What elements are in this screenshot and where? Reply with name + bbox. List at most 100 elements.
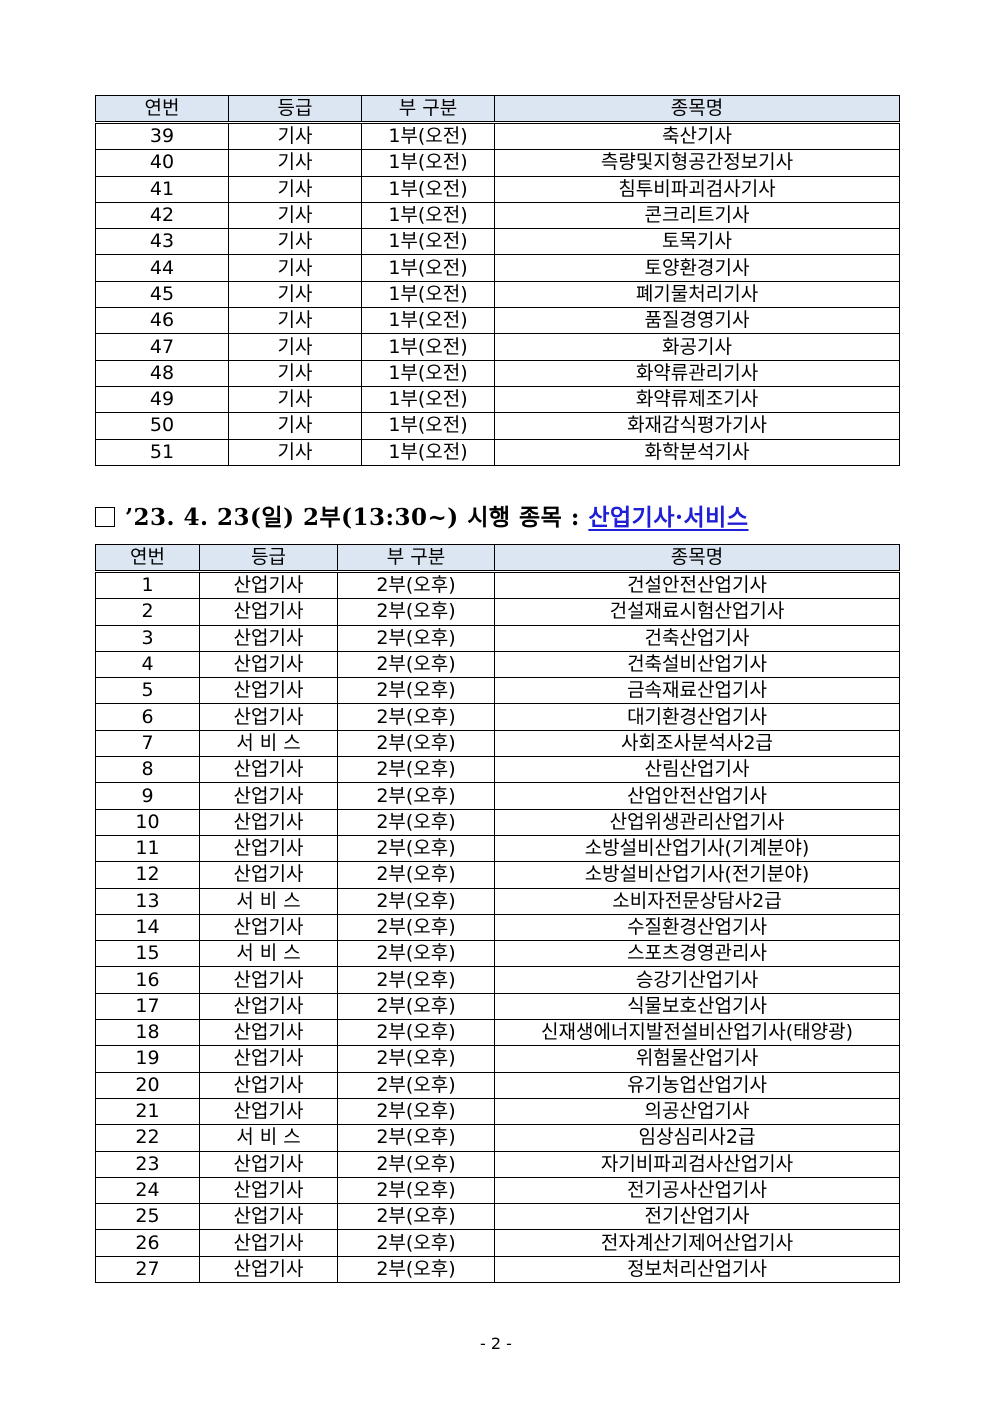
cell-grade: 산업기사: [199, 570, 338, 600]
cell-grade: 서 비 스: [199, 729, 338, 758]
cell-no: 21: [95, 1097, 200, 1126]
cell-no: 40: [95, 149, 229, 177]
cell-no: 8: [95, 756, 200, 784]
table-row: 20 산업기사 2부(오후) 유기농업산업기사: [95, 1071, 900, 1099]
cell-grade: 산업기사: [199, 1045, 338, 1073]
cell-no: 14: [95, 913, 200, 942]
cell-subject: 토목기사: [494, 228, 900, 256]
cell-grade: 기사: [228, 121, 362, 151]
cell-subject: 산업위생관리산업기사: [494, 808, 900, 836]
cell-subject: 대기환경산업기사: [494, 703, 900, 731]
cell-no: 47: [95, 333, 229, 361]
cell-grade: 기사: [228, 438, 362, 466]
cell-session: 2부(오후): [337, 1203, 495, 1231]
table-row: 26 산업기사 2부(오후) 전자계산기제어산업기사: [95, 1229, 900, 1257]
cell-subject: 품질경영기사: [494, 307, 900, 335]
cell-session: 2부(오후): [337, 913, 495, 942]
cell-no: 10: [95, 808, 200, 836]
cell-session: 1부(오전): [361, 438, 495, 466]
cell-session: 2부(오후): [337, 940, 495, 968]
cell-subject: 토양환경기사: [494, 254, 900, 282]
cell-grade: 산업기사: [199, 1203, 338, 1231]
cell-grade: 서 비 스: [199, 940, 338, 968]
table-row: 6 산업기사 2부(오후) 대기환경산업기사: [95, 703, 900, 731]
cell-grade: 기사: [228, 254, 362, 282]
cell-grade: 기사: [228, 201, 362, 230]
cell-grade: 서 비 스: [199, 1124, 338, 1152]
cell-no: 18: [95, 1019, 200, 1047]
cell-session: 2부(오후): [337, 1097, 495, 1126]
table-row: 19 산업기사 2부(오후) 위험물산업기사: [95, 1045, 900, 1073]
cell-grade: 산업기사: [199, 650, 338, 679]
cell-no: 1: [95, 570, 200, 600]
cell-grade: 산업기사: [199, 992, 338, 1021]
table-header-row: 연번 등급 부 구분 종목명: [95, 95, 900, 124]
cell-session: 2부(오후): [337, 782, 495, 810]
cell-subject: 정보처리산업기사: [494, 1255, 900, 1284]
cell-session: 1부(오전): [361, 121, 495, 151]
cell-subject: 화약류관리기사: [494, 359, 900, 387]
cell-no: 7: [95, 729, 200, 758]
cell-subject: 건설재료시험산업기사: [494, 598, 900, 626]
cell-session: 1부(오전): [361, 412, 495, 440]
cell-session: 2부(오후): [337, 729, 495, 758]
table-row: 17 산업기사 2부(오후) 식물보호산업기사: [95, 992, 900, 1021]
cell-grade: 기사: [228, 280, 362, 309]
cell-grade: 기사: [228, 333, 362, 361]
cell-subject: 축산기사: [494, 121, 900, 151]
table-row: 21 산업기사 2부(오후) 의공산업기사: [95, 1097, 900, 1126]
header-subject: 종목명: [494, 544, 900, 573]
cell-session: 1부(오전): [361, 280, 495, 309]
exam-table-1: 연번 등급 부 구분 종목명 39 기사 1부(오전) 축산기사 40 기사 1부(오전) 측…: [95, 95, 900, 466]
table-row: 50 기사 1부(오전) 화재감식평가기사: [95, 412, 900, 440]
cell-subject: 신재생에너지발전설비산업기사(태양광): [494, 1019, 900, 1047]
cell-no: 2: [95, 598, 200, 626]
cell-no: 50: [95, 412, 229, 440]
cell-session: 1부(오전): [361, 307, 495, 335]
table-row: 12 산업기사 2부(오후) 소방설비산업기사(전기분야): [95, 861, 900, 889]
cell-subject: 화학분석기사: [494, 438, 900, 466]
cell-no: 12: [95, 861, 200, 889]
cell-session: 2부(오후): [337, 756, 495, 784]
cell-no: 41: [95, 175, 229, 203]
cell-grade: 산업기사: [199, 1150, 338, 1178]
cell-session: 2부(오후): [337, 677, 495, 705]
table-row: 11 산업기사 2부(오후) 소방설비산업기사(기계분야): [95, 834, 900, 863]
table-row: 51 기사 1부(오전) 화학분석기사: [95, 438, 900, 466]
cell-session: 1부(오전): [361, 149, 495, 177]
cell-no: 16: [95, 966, 200, 994]
cell-no: 26: [95, 1229, 200, 1257]
table-row: 27 산업기사 2부(오후) 정보처리산업기사: [95, 1255, 900, 1284]
cell-grade: 산업기사: [199, 1097, 338, 1126]
table-row: 4 산업기사 2부(오후) 건축설비산업기사: [95, 650, 900, 679]
table-row: 1 산업기사 2부(오후) 건설안전산업기사: [95, 570, 900, 600]
cell-session: 1부(오전): [361, 228, 495, 256]
table-row: 49 기사 1부(오전) 화약류제조기사: [95, 385, 900, 414]
cell-grade: 산업기사: [199, 1176, 338, 1205]
table-row: 9 산업기사 2부(오후) 산업안전산업기사: [95, 782, 900, 810]
cell-grade: 기사: [228, 385, 362, 414]
cell-session: 1부(오전): [361, 254, 495, 282]
section-title-highlight: 산업기사·서비스: [588, 504, 749, 531]
cell-subject: 식물보호산업기사: [494, 992, 900, 1021]
table-row: 46 기사 1부(오전) 품질경영기사: [95, 307, 900, 335]
cell-subject: 화공기사: [494, 333, 900, 361]
header-no: 연번: [95, 95, 229, 124]
table-row: 40 기사 1부(오전) 측량및지형공간정보기사: [95, 149, 900, 177]
cell-grade: 서 비 스: [199, 887, 338, 915]
table-row: 39 기사 1부(오전) 축산기사: [95, 121, 900, 151]
cell-grade: 산업기사: [199, 966, 338, 994]
cell-subject: 건축산업기사: [494, 624, 900, 652]
cell-grade: 산업기사: [199, 703, 338, 731]
cell-no: 48: [95, 359, 229, 387]
cell-no: 15: [95, 940, 200, 968]
cell-session: 2부(오후): [337, 1255, 495, 1284]
cell-session: 2부(오후): [337, 1045, 495, 1073]
cell-grade: 산업기사: [199, 1229, 338, 1257]
cell-subject: 측량및지형공간정보기사: [494, 149, 900, 177]
cell-no: 4: [95, 650, 200, 679]
cell-grade: 산업기사: [199, 913, 338, 942]
cell-no: 20: [95, 1071, 200, 1099]
cell-session: 2부(오후): [337, 1150, 495, 1178]
